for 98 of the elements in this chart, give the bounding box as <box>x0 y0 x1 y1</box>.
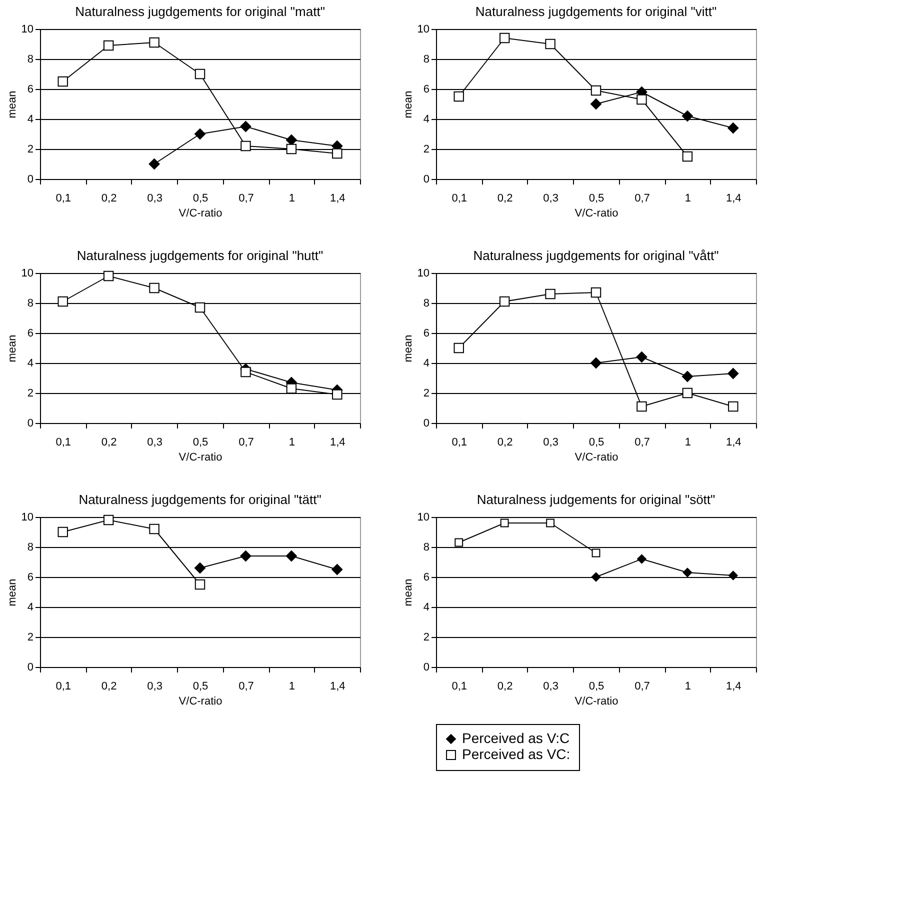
y-tick-label: 10 <box>417 24 430 36</box>
x-axis-title: V/C-ratio <box>574 696 618 708</box>
y-tick-label: 8 <box>27 54 34 66</box>
x-axis-title: V/C-ratio <box>574 208 618 220</box>
y-tick-label: 6 <box>27 328 34 340</box>
x-axis-title: V/C-ratio <box>178 452 222 464</box>
y-tick-label: 4 <box>27 358 34 370</box>
y-tick-label: 6 <box>27 84 34 96</box>
y-tick-label: 0 <box>423 662 430 674</box>
y-axis-title: mean <box>402 334 414 362</box>
x-tick-label: 0,2 <box>497 436 513 448</box>
x-tick-label: 1,4 <box>726 436 742 448</box>
x-tick-label: 0,2 <box>101 436 117 448</box>
y-tick-label: 4 <box>423 602 430 614</box>
x-tick-label: 1 <box>288 192 295 204</box>
x-tick-label: 0,1 <box>452 192 468 204</box>
x-tick-label: 0,5 <box>192 680 208 692</box>
chart-title: Naturalness jugdgements for original "hutt" <box>76 248 324 263</box>
x-tick-label: 0,5 <box>192 192 208 204</box>
y-tick-label: 2 <box>27 144 34 156</box>
y-tick-label: 2 <box>27 388 34 400</box>
x-tick-label: 0,5 <box>588 680 604 692</box>
x-tick-label: 0,2 <box>497 680 513 692</box>
x-tick-label: 0,5 <box>588 192 604 204</box>
x-axis-title: V/C-ratio <box>574 452 618 464</box>
x-tick-label: 0,1 <box>56 192 72 204</box>
x-tick-label: 0,7 <box>634 192 650 204</box>
y-tick-label: 6 <box>27 572 34 584</box>
y-tick-label: 0 <box>423 174 430 186</box>
y-axis-title: mean <box>6 578 18 606</box>
x-tick-label: 0,3 <box>543 436 558 448</box>
y-tick-label: 10 <box>21 24 34 36</box>
x-tick-label: 0,7 <box>634 436 650 448</box>
x-tick-label: 0,7 <box>238 192 254 204</box>
y-tick-label: 10 <box>21 268 34 280</box>
x-tick-label: 1 <box>684 680 691 692</box>
chart-title: Naturalness jugdgements for original "tätt" <box>78 492 322 507</box>
x-tick-label: 0,7 <box>634 680 650 692</box>
y-tick-label: 0 <box>423 418 430 430</box>
y-axis-title: mean <box>402 578 414 606</box>
x-tick-label: 0,3 <box>147 680 162 692</box>
y-tick-label: 8 <box>423 54 430 66</box>
legend-label: Perceived as V:C <box>462 730 570 746</box>
x-tick-label: 0,2 <box>101 680 117 692</box>
y-axis-title: mean <box>402 90 414 118</box>
x-tick-label: 1 <box>288 436 295 448</box>
x-tick-label: 0,1 <box>452 436 468 448</box>
y-tick-label: 4 <box>423 114 430 126</box>
x-tick-label: 0,1 <box>452 680 468 692</box>
y-tick-label: 2 <box>423 388 430 400</box>
x-tick-label: 0,5 <box>192 436 208 448</box>
y-tick-label: 10 <box>21 512 34 524</box>
y-axis-title: mean <box>6 90 18 118</box>
chart-title: Naturalness jugdgements for original "vått" <box>473 248 720 263</box>
y-tick-label: 4 <box>27 602 34 614</box>
legend-label: Perceived as VC: <box>462 746 570 762</box>
x-tick-label: 0,1 <box>56 680 72 692</box>
x-tick-label: 0,3 <box>147 436 162 448</box>
x-axis-title: V/C-ratio <box>178 208 222 220</box>
y-axis-title: mean <box>6 334 18 362</box>
x-tick-label: 1,4 <box>726 680 742 692</box>
x-tick-label: 0,2 <box>497 192 513 204</box>
y-tick-label: 0 <box>27 418 34 430</box>
y-tick-label: 6 <box>423 328 430 340</box>
y-tick-label: 8 <box>27 298 34 310</box>
y-tick-label: 6 <box>423 572 430 584</box>
x-tick-label: 0,3 <box>147 192 162 204</box>
y-tick-label: 8 <box>27 542 34 554</box>
x-tick-label: 0,7 <box>238 436 254 448</box>
x-tick-label: 0,5 <box>588 436 604 448</box>
y-tick-label: 2 <box>423 632 430 644</box>
y-tick-label: 8 <box>423 298 430 310</box>
chart-title: Naturalness judgements for original "sött" <box>476 492 716 507</box>
x-tick-label: 0,3 <box>543 680 558 692</box>
x-tick-label: 1 <box>288 680 295 692</box>
x-tick-label: 1,4 <box>330 192 346 204</box>
y-tick-label: 0 <box>27 174 34 186</box>
y-tick-label: 10 <box>417 268 430 280</box>
y-tick-label: 4 <box>423 358 430 370</box>
x-tick-label: 1,4 <box>330 680 346 692</box>
x-tick-label: 0,2 <box>101 192 117 204</box>
chart-title: Naturalness jugdgements for original "vitt" <box>475 4 717 19</box>
x-tick-label: 0,1 <box>56 436 72 448</box>
x-tick-label: 0,7 <box>238 680 254 692</box>
y-tick-label: 8 <box>423 542 430 554</box>
y-tick-label: 0 <box>27 662 34 674</box>
chart-title: Naturalness jugdgements for original "matt" <box>75 4 326 19</box>
x-tick-label: 0,3 <box>543 192 558 204</box>
y-tick-label: 6 <box>423 84 430 96</box>
y-tick-label: 2 <box>423 144 430 156</box>
y-tick-label: 10 <box>417 512 430 524</box>
y-tick-label: 2 <box>27 632 34 644</box>
x-axis-title: V/C-ratio <box>178 696 222 708</box>
x-tick-label: 1,4 <box>726 192 742 204</box>
x-tick-label: 1 <box>684 192 691 204</box>
x-tick-label: 1,4 <box>330 436 346 448</box>
x-tick-label: 1 <box>684 436 691 448</box>
y-tick-label: 4 <box>27 114 34 126</box>
